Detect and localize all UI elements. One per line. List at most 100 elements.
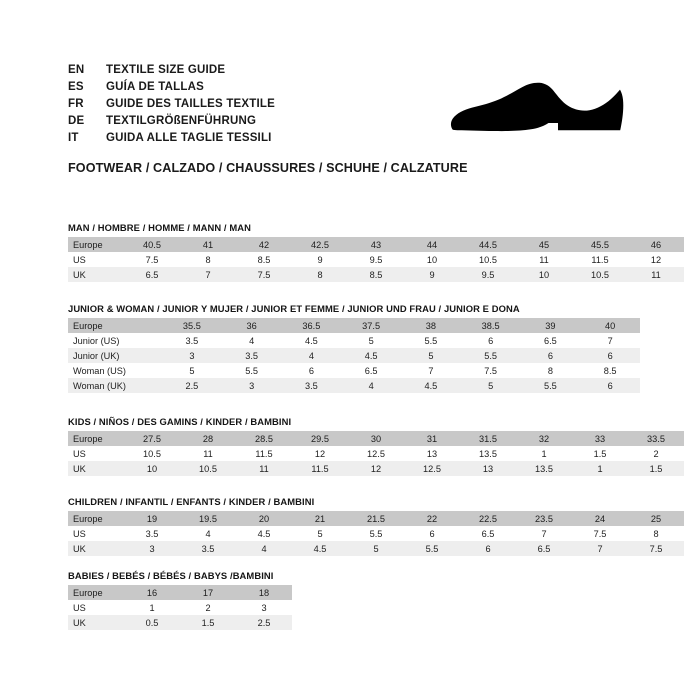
size-cell: 29.5 [292, 431, 348, 446]
size-cell: 5 [348, 541, 404, 556]
language-label: TEXTILGRÖßENFÜHRUNG [106, 115, 257, 127]
size-cell: 17 [180, 585, 236, 600]
size-cell: 6 [580, 348, 640, 363]
size-cell: 35.5 [162, 318, 222, 333]
size-cell: 4.5 [292, 541, 348, 556]
size-cell: 11 [180, 446, 236, 461]
size-cell: 6.5 [460, 526, 516, 541]
size-cell: 3.5 [281, 378, 342, 393]
size-cell: 32 [516, 431, 572, 446]
table-row: Europe 35.5 36 36.5 37.5 38 38.5 39 40 [68, 318, 640, 333]
size-cell: 7.5 [460, 363, 521, 378]
language-label: GUIDA ALLE TAGLIE TESSILI [106, 132, 272, 144]
table-row: Junior (UK) 3 3.5 4 4.5 5 5.5 6 6 [68, 348, 640, 363]
size-cell: 11 [516, 252, 572, 267]
row-label: Europe [68, 318, 162, 333]
size-cell: 3 [221, 378, 282, 393]
size-cell: 7 [401, 363, 461, 378]
size-cell: 36.5 [281, 318, 342, 333]
size-cell: 5 [401, 348, 461, 363]
table-row: Europe 27.5 28 28.5 29.5 30 31 31.5 32 33 33.5 [68, 431, 684, 446]
size-cell: 39 [520, 318, 581, 333]
size-cell: 9 [404, 267, 460, 282]
size-cell: 4 [341, 378, 401, 393]
size-cell: 10 [516, 267, 572, 282]
size-cell: 11 [236, 461, 292, 476]
table-row: Junior (US) 3.5 4 4.5 5 5.5 6 6.5 7 [68, 333, 640, 348]
size-cell: 43 [348, 237, 404, 252]
size-cell: 3.5 [162, 333, 222, 348]
size-cell: 3.5 [124, 526, 180, 541]
size-cell: 23.5 [516, 511, 572, 526]
size-cell: 1.5 [572, 446, 628, 461]
size-cell: 8 [292, 267, 348, 282]
size-cell: 6.5 [520, 333, 581, 348]
size-cell: 5 [341, 333, 401, 348]
size-cell: 9.5 [348, 252, 404, 267]
size-cell: 36 [221, 318, 282, 333]
size-cell: 44.5 [460, 237, 516, 252]
size-cell: 21.5 [348, 511, 404, 526]
size-cell: 27.5 [124, 431, 180, 446]
size-cell: 8.5 [348, 267, 404, 282]
language-code: FR [68, 98, 84, 110]
table-row: UK 6.5 7 7.5 8 8.5 9 9.5 10 10.5 11 [68, 267, 684, 282]
size-cell: 2.5 [162, 378, 222, 393]
row-label: US [68, 600, 124, 615]
size-table-kids: Europe 27.5 28 28.5 29.5 30 31 31.5 32 33 33.5 US 10… [68, 431, 684, 476]
size-cell: 13 [460, 461, 516, 476]
size-cell: 6.5 [124, 267, 180, 282]
size-cell: 8.5 [236, 252, 292, 267]
size-cell: 11 [628, 267, 684, 282]
size-cell: 18 [236, 585, 292, 600]
language-row: EN TEXTILE SIZE GUIDE [68, 64, 428, 81]
size-cell: 7 [180, 267, 236, 282]
size-cell: 7 [516, 526, 572, 541]
size-section-man: MAN / HOMBRE / HOMME / MANN / MAN Europe 4… [68, 222, 684, 282]
size-cell: 10.5 [572, 267, 628, 282]
size-cell: 33 [572, 431, 628, 446]
size-cell: 1 [124, 600, 180, 615]
size-cell: 4.5 [401, 378, 461, 393]
size-cell: 28 [180, 431, 236, 446]
size-cell: 7.5 [572, 526, 628, 541]
size-cell: 6 [460, 541, 516, 556]
size-cell: 44 [404, 237, 460, 252]
language-label: GUÍA DE TALLAS [106, 81, 204, 93]
size-cell: 0.5 [124, 615, 180, 630]
size-cell: 5.5 [460, 348, 521, 363]
size-cell: 22 [404, 511, 460, 526]
size-cell: 9 [292, 252, 348, 267]
size-cell: 25 [628, 511, 684, 526]
size-cell: 8.5 [580, 363, 640, 378]
size-cell: 5.5 [348, 526, 404, 541]
size-cell: 12.5 [348, 446, 404, 461]
row-label: US [68, 446, 124, 461]
size-cell: 5 [460, 378, 521, 393]
size-cell: 12 [348, 461, 404, 476]
size-cell: 10 [404, 252, 460, 267]
language-row: IT GUIDA ALLE TAGLIE TESSILI [68, 132, 428, 149]
size-cell: 1.5 [628, 461, 684, 476]
section-title-babies: BABIES / BEBÉS / BÉBÉS / BABYS /BAMBINI [68, 570, 274, 581]
table-row: US 7.5 8 8.5 9 9.5 10 10.5 11 11.5 12 [68, 252, 684, 267]
size-cell: 6 [404, 526, 460, 541]
table-row: Europe 16 17 18 [68, 585, 292, 600]
size-cell: 38.5 [460, 318, 521, 333]
language-label: GUIDE DES TAILLES TEXTILE [106, 98, 275, 110]
size-cell: 11.5 [292, 461, 348, 476]
size-cell: 4.5 [341, 348, 401, 363]
size-cell: 6.5 [341, 363, 401, 378]
size-cell: 6 [520, 348, 581, 363]
size-cell: 3.5 [221, 348, 282, 363]
size-cell: 42.5 [292, 237, 348, 252]
size-cell: 13 [404, 446, 460, 461]
table-row: US 10.5 11 11.5 12 12.5 13 13.5 1 1.5 2 [68, 446, 684, 461]
size-section-children: CHILDREN / INFANTIL / ENFANTS / KINDER /… [68, 496, 684, 556]
size-cell: 22.5 [460, 511, 516, 526]
size-cell: 2 [180, 600, 236, 615]
size-cell: 7.5 [236, 267, 292, 282]
table-row: US 3.5 4 4.5 5 5.5 6 6.5 7 7.5 8 [68, 526, 684, 541]
size-cell: 12 [292, 446, 348, 461]
